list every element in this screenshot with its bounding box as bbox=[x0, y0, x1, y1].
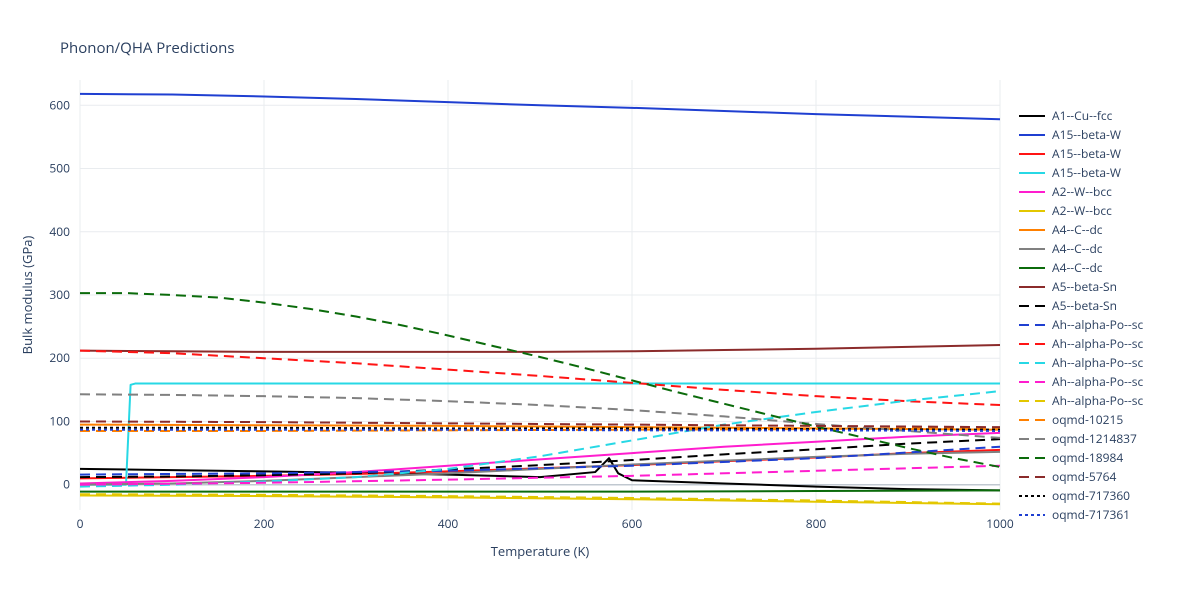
legend-label: oqmd-717360 bbox=[1052, 486, 1130, 505]
legend-label: Ah--alpha-Po--sc bbox=[1052, 315, 1143, 334]
x-tick-label: 600 bbox=[622, 515, 643, 532]
legend-label: Ah--alpha-Po--sc bbox=[1052, 391, 1143, 410]
series-line[interactable] bbox=[80, 351, 1000, 405]
x-tick-label: 400 bbox=[438, 515, 459, 532]
legend-label: Ah--alpha-Po--sc bbox=[1052, 353, 1143, 372]
legend-label: A1--Cu--fcc bbox=[1052, 106, 1112, 125]
legend-item[interactable]: A4--C--dc bbox=[1018, 239, 1200, 258]
legend-label: oqmd-1214837 bbox=[1052, 429, 1137, 448]
legend-label: A15--beta-W bbox=[1052, 144, 1121, 163]
legend-label: oqmd-18984 bbox=[1052, 448, 1123, 467]
series-line[interactable] bbox=[80, 345, 1000, 352]
legend-swatch bbox=[1018, 300, 1046, 312]
legend-item[interactable]: A1--Cu--fcc bbox=[1018, 106, 1200, 125]
legend-swatch bbox=[1018, 148, 1046, 160]
legend-item[interactable]: A5--beta-Sn bbox=[1018, 277, 1200, 296]
legend-item[interactable]: Ah--alpha-Po--sc bbox=[1018, 315, 1200, 334]
legend-label: A2--W--bcc bbox=[1052, 201, 1112, 220]
series-line[interactable] bbox=[80, 293, 1000, 467]
legend-swatch bbox=[1018, 357, 1046, 369]
legend-item[interactable]: Ah--alpha-Po--sc bbox=[1018, 353, 1200, 372]
y-tick-label: 500 bbox=[49, 160, 70, 177]
legend-item[interactable]: oqmd-717360 bbox=[1018, 486, 1200, 505]
legend-swatch bbox=[1018, 338, 1046, 350]
x-axis-label: Temperature (K) bbox=[491, 542, 590, 560]
y-tick-label: 300 bbox=[49, 286, 70, 303]
legend-label: Ah--alpha-Po--sc bbox=[1052, 334, 1143, 353]
legend-item[interactable]: Ah--alpha-Po--sc bbox=[1018, 391, 1200, 410]
legend-swatch bbox=[1018, 243, 1046, 255]
legend-item[interactable]: A15--beta-W bbox=[1018, 125, 1200, 144]
legend-label: oqmd-10215 bbox=[1052, 410, 1123, 429]
series-line[interactable] bbox=[80, 94, 1000, 119]
legend-item[interactable]: oqmd-5764 bbox=[1018, 467, 1200, 486]
y-tick-label: 200 bbox=[49, 349, 70, 366]
legend-label: A5--beta-Sn bbox=[1052, 296, 1117, 315]
legend-item[interactable]: oqmd-1214837 bbox=[1018, 429, 1200, 448]
legend-item[interactable]: A5--beta-Sn bbox=[1018, 296, 1200, 315]
y-tick-label: 0 bbox=[63, 476, 70, 493]
legend-label: A4--C--dc bbox=[1052, 220, 1103, 239]
legend-swatch bbox=[1018, 262, 1046, 274]
x-tick-label: 800 bbox=[806, 515, 827, 532]
legend-swatch bbox=[1018, 319, 1046, 331]
legend-label: A15--beta-W bbox=[1052, 125, 1121, 144]
legend-label: oqmd-717361 bbox=[1052, 505, 1130, 524]
legend-swatch bbox=[1018, 509, 1046, 521]
legend-label: A4--C--dc bbox=[1052, 258, 1103, 277]
legend-item[interactable]: oqmd-717361 bbox=[1018, 505, 1200, 524]
x-tick-label: 1000 bbox=[986, 515, 1014, 532]
legend-label: A2--W--bcc bbox=[1052, 182, 1112, 201]
legend-swatch bbox=[1018, 205, 1046, 217]
legend: A1--Cu--fccA15--beta-WA15--beta-WA15--be… bbox=[1018, 106, 1200, 526]
legend-swatch bbox=[1018, 452, 1046, 464]
legend-swatch bbox=[1018, 414, 1046, 426]
series-line[interactable] bbox=[80, 490, 1000, 491]
legend-item[interactable]: oqmd-18984 bbox=[1018, 448, 1200, 467]
legend-label: A15--beta-W bbox=[1052, 163, 1121, 182]
legend-label: A4--C--dc bbox=[1052, 239, 1103, 258]
chart-root: Phonon/QHA Predictions 02004006008001000… bbox=[0, 0, 1200, 600]
legend-swatch bbox=[1018, 395, 1046, 407]
legend-swatch bbox=[1018, 167, 1046, 179]
y-axis-label: Bulk modulus (GPa) bbox=[18, 236, 36, 355]
legend-swatch bbox=[1018, 471, 1046, 483]
legend-swatch bbox=[1018, 129, 1046, 141]
legend-swatch bbox=[1018, 186, 1046, 198]
y-tick-label: 100 bbox=[49, 412, 70, 429]
legend-item[interactable]: A2--W--bcc bbox=[1018, 201, 1200, 220]
legend-item[interactable]: A2--W--bcc bbox=[1018, 182, 1200, 201]
x-tick-label: 0 bbox=[77, 515, 84, 532]
series-line[interactable] bbox=[80, 495, 1000, 504]
legend-swatch bbox=[1018, 433, 1046, 445]
legend-swatch bbox=[1018, 376, 1046, 388]
legend-item[interactable]: A4--C--dc bbox=[1018, 220, 1200, 239]
legend-swatch bbox=[1018, 110, 1046, 122]
legend-item[interactable]: A15--beta-W bbox=[1018, 144, 1200, 163]
legend-item[interactable]: Ah--alpha-Po--sc bbox=[1018, 334, 1200, 353]
y-tick-label: 600 bbox=[49, 96, 70, 113]
legend-item[interactable]: Ah--alpha-Po--sc bbox=[1018, 372, 1200, 391]
legend-label: Ah--alpha-Po--sc bbox=[1052, 372, 1143, 391]
legend-item[interactable]: A15--beta-W bbox=[1018, 163, 1200, 182]
legend-swatch bbox=[1018, 490, 1046, 502]
legend-item[interactable]: oqmd-10215 bbox=[1018, 410, 1200, 429]
legend-label: A5--beta-Sn bbox=[1052, 277, 1117, 296]
legend-swatch bbox=[1018, 281, 1046, 293]
y-tick-label: 400 bbox=[49, 223, 70, 240]
legend-swatch bbox=[1018, 224, 1046, 236]
legend-item[interactable]: A4--C--dc bbox=[1018, 258, 1200, 277]
legend-label: oqmd-5764 bbox=[1052, 467, 1116, 486]
x-tick-label: 200 bbox=[254, 515, 275, 532]
